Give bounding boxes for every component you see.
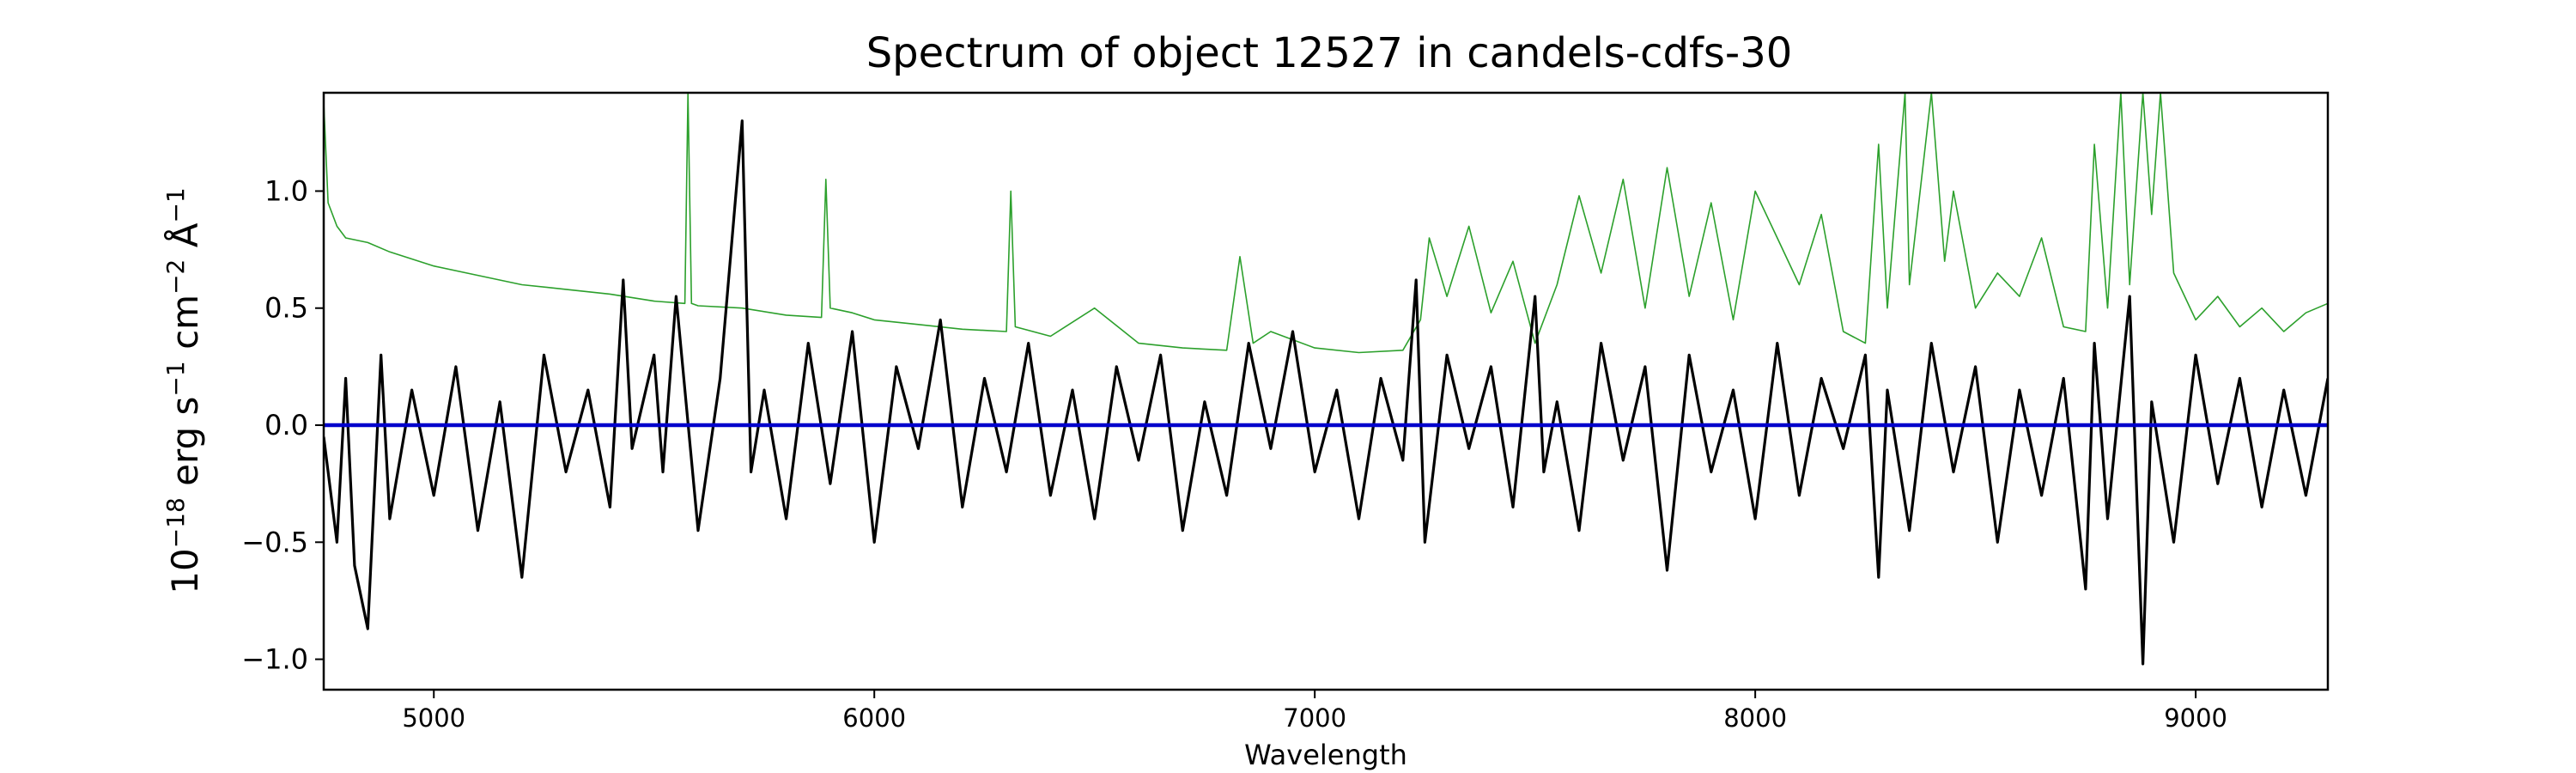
y-axis-label: 10−18 erg s−1 cm−2 Å−1: [161, 187, 207, 593]
ylabel-base: 10: [164, 548, 206, 593]
series-line-2: [324, 119, 2328, 666]
y-tick-label: −0.5: [241, 526, 308, 558]
x-tick-label: 6000: [842, 703, 906, 733]
ylabel-unit2: cm: [164, 295, 206, 361]
ylabel-exp3: −1: [161, 187, 190, 222]
ylabel-exp2: −2: [161, 259, 190, 295]
chart-title: Spectrum of object 12527 in candels-cdfs…: [866, 29, 1793, 77]
series-line-1: [324, 93, 2328, 354]
y-tick-label: 0.0: [264, 409, 308, 441]
y-axis: −1.0 −0.5 0.0 0.5 1.0: [241, 174, 324, 676]
x-tick-label: 8000: [1723, 703, 1787, 733]
x-tick-label: 5000: [402, 703, 465, 733]
x-axis: 5000 6000 7000 8000 9000: [402, 690, 2227, 733]
x-axis-label: Wavelength: [1244, 739, 1407, 771]
plot-frame: [322, 91, 2330, 691]
ylabel-exp-base: −18: [161, 497, 190, 548]
x-tick-label: 7000: [1283, 703, 1346, 733]
y-tick-label: 1.0: [264, 174, 308, 207]
y-tick-label: −1.0: [241, 643, 308, 676]
y-tick-label: 0.5: [264, 292, 308, 325]
ylabel-unit1: erg s: [164, 397, 206, 498]
series-layer: [324, 93, 2328, 666]
ylabel-exp1: −1: [161, 361, 190, 396]
x-tick-label: 9000: [2164, 703, 2227, 733]
ylabel-unit3: Å: [163, 222, 206, 259]
